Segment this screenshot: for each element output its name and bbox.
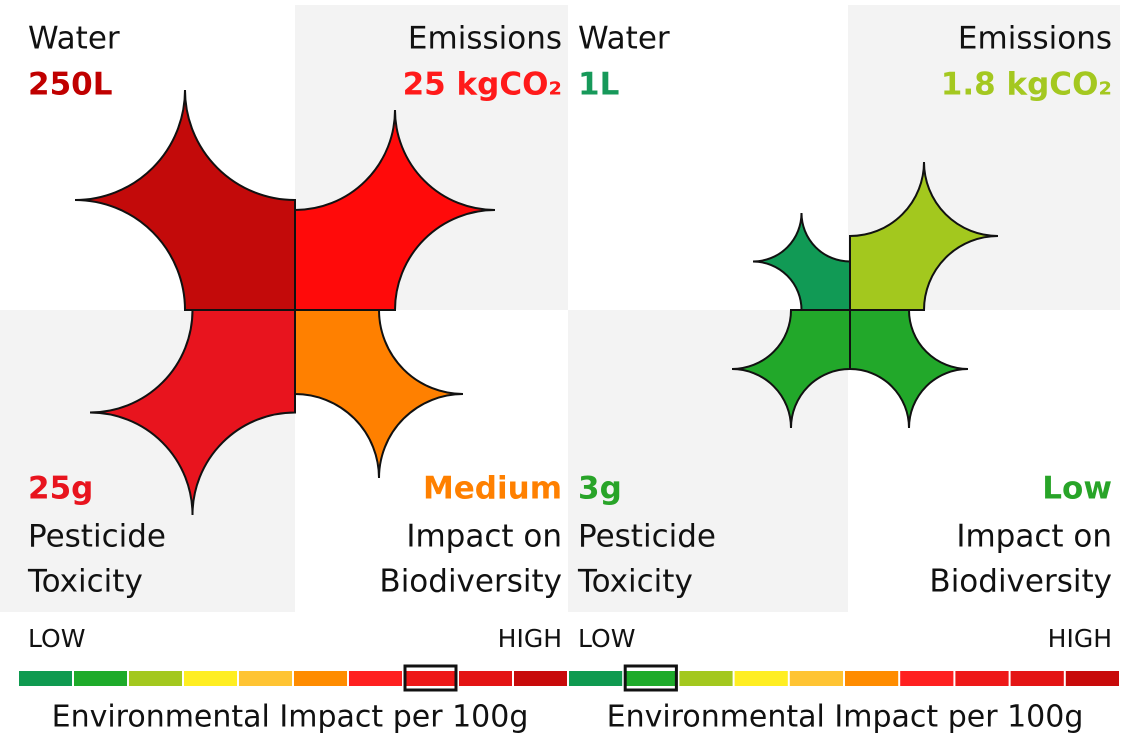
scale-segment bbox=[239, 671, 292, 686]
scale-segment bbox=[1065, 671, 1119, 686]
pesticide-label: Pesticide bbox=[578, 519, 716, 555]
petal bbox=[731, 309, 851, 429]
petal bbox=[74, 89, 296, 311]
petal bbox=[752, 212, 851, 311]
pesticide-label: Pesticide bbox=[28, 519, 166, 555]
pesticide-value: 3g bbox=[578, 471, 622, 507]
petal bbox=[294, 309, 464, 479]
biodiversity-label: Impact on bbox=[406, 519, 562, 555]
scale-high: HIGH bbox=[1048, 624, 1112, 653]
petal bbox=[849, 161, 999, 311]
pesticide-value: 25g bbox=[28, 471, 93, 507]
water-value: 250L bbox=[28, 67, 112, 103]
water-value: 1L bbox=[578, 67, 619, 103]
impact-scale bbox=[19, 664, 1119, 692]
biodiversity-label: Biodiversity bbox=[379, 564, 562, 600]
scale-segment bbox=[349, 671, 402, 686]
scale-segment bbox=[955, 671, 1009, 686]
scale-segment bbox=[74, 671, 127, 686]
emissions-value: 1.8 kgCO₂ bbox=[941, 67, 1112, 103]
scale-segment bbox=[129, 671, 182, 686]
scale-segment bbox=[459, 671, 512, 686]
pesticide-label: Toxicity bbox=[577, 564, 693, 600]
caption: Environmental Impact per 100g bbox=[607, 700, 1084, 735]
scale-segment bbox=[19, 671, 72, 686]
scale-segment bbox=[1010, 671, 1064, 686]
scale-high: HIGH bbox=[498, 624, 562, 653]
scale-low: LOW bbox=[28, 624, 85, 653]
scale-segment bbox=[624, 671, 678, 686]
water-label: Water bbox=[28, 21, 120, 57]
scale-segment bbox=[294, 671, 347, 686]
petal bbox=[294, 109, 496, 311]
flower bbox=[74, 89, 999, 516]
petal bbox=[89, 309, 296, 516]
pesticide-label: Toxicity bbox=[27, 564, 143, 600]
biodiversity-label: Impact on bbox=[956, 519, 1112, 555]
scale-indicator bbox=[623, 664, 678, 692]
water-label: Water bbox=[578, 21, 670, 57]
biodiversity-value: Low bbox=[1042, 471, 1112, 507]
scale-segment bbox=[404, 671, 457, 686]
scale-segment bbox=[900, 671, 954, 686]
emissions-value: 25 kgCO₂ bbox=[403, 67, 562, 103]
scale-indicator bbox=[403, 664, 458, 692]
biodiversity-label: Biodiversity bbox=[929, 564, 1112, 600]
biodiversity-value: Medium bbox=[423, 471, 562, 507]
scale-segment bbox=[789, 671, 843, 686]
scale-segment bbox=[679, 671, 733, 686]
scale-segment bbox=[569, 671, 623, 686]
scale-segment bbox=[734, 671, 788, 686]
petal bbox=[849, 309, 969, 429]
scale-low: LOW bbox=[578, 624, 635, 653]
scale-segment bbox=[845, 671, 899, 686]
emissions-label: Emissions bbox=[958, 21, 1112, 57]
caption: Environmental Impact per 100g bbox=[52, 700, 529, 735]
scale-segment bbox=[184, 671, 237, 686]
scale-segment bbox=[514, 671, 567, 686]
emissions-label: Emissions bbox=[408, 21, 562, 57]
